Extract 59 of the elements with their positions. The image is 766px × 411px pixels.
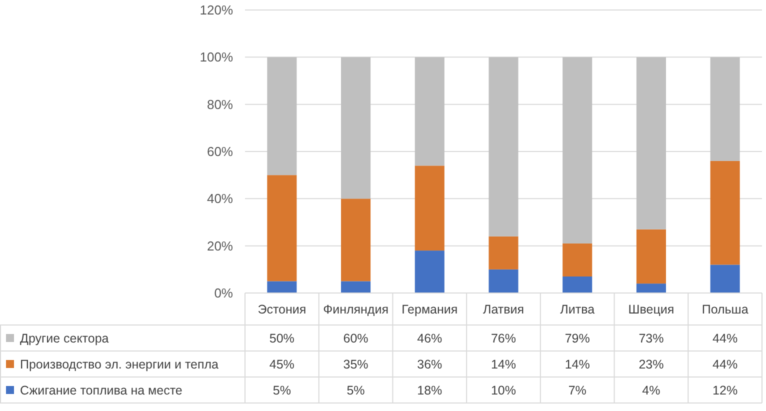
data-label: 14% — [564, 357, 590, 372]
bar — [710, 264, 740, 293]
data-label: 12% — [712, 383, 738, 398]
x-tick-label: Польша — [702, 302, 748, 316]
y-tick-label: 20% — [206, 238, 234, 254]
data-label: 60% — [343, 331, 368, 346]
y-tick-label: 40% — [206, 191, 234, 206]
data-label: 23% — [638, 357, 664, 372]
y-tick-label: 80% — [206, 96, 234, 112]
legend-label: Производство эл. энергии и тепла — [20, 357, 219, 372]
bar — [636, 57, 666, 230]
bar — [636, 284, 666, 293]
x-tick-label: Эстония — [258, 302, 306, 316]
bar — [562, 243, 592, 276]
data-label: 44% — [712, 357, 738, 372]
data-label: 36% — [417, 357, 442, 372]
data-label: 5% — [272, 383, 291, 398]
y-tick-label: 0% — [214, 286, 234, 301]
data-label: 18% — [417, 383, 442, 398]
data-label: 4% — [642, 383, 660, 398]
bar — [267, 281, 297, 293]
bar — [488, 57, 518, 236]
bar — [488, 236, 518, 270]
bar — [267, 57, 297, 176]
data-label: 10% — [490, 383, 516, 398]
bar — [341, 198, 371, 282]
bar — [414, 166, 444, 251]
bar — [562, 57, 592, 244]
data-label: 79% — [564, 331, 590, 346]
data-label: 35% — [343, 357, 368, 372]
bar — [710, 160, 740, 265]
bar — [341, 281, 371, 293]
x-tick-label: Финляндия — [323, 302, 388, 316]
legend-label: Сжигание топлива на месте — [20, 383, 182, 398]
x-tick-label: Литва — [560, 302, 595, 316]
y-tick-label: 120% — [200, 2, 234, 18]
data-label: 73% — [638, 331, 664, 346]
bar — [267, 175, 297, 282]
bar — [710, 57, 740, 161]
data-label: 7% — [568, 383, 586, 398]
bar — [488, 269, 518, 293]
x-tick-label: Швеция — [628, 302, 674, 316]
legend-label: Другие сектора — [20, 331, 109, 346]
data-label: 14% — [490, 357, 516, 372]
bar — [341, 57, 371, 199]
y-tick-label: 100% — [200, 50, 234, 65]
data-label: 44% — [712, 331, 738, 346]
y-tick-label: 60% — [206, 144, 234, 160]
data-label: 46% — [417, 331, 442, 346]
bar — [562, 276, 592, 293]
data-label: 50% — [269, 331, 294, 346]
bar — [414, 250, 444, 293]
data-label: 5% — [346, 383, 365, 398]
data-label: 76% — [490, 331, 516, 346]
bar — [636, 229, 666, 284]
x-tick-label: Германия — [402, 302, 458, 316]
bar — [414, 57, 444, 166]
data-label: 45% — [269, 357, 294, 372]
x-tick-label: Латвия — [483, 302, 524, 316]
